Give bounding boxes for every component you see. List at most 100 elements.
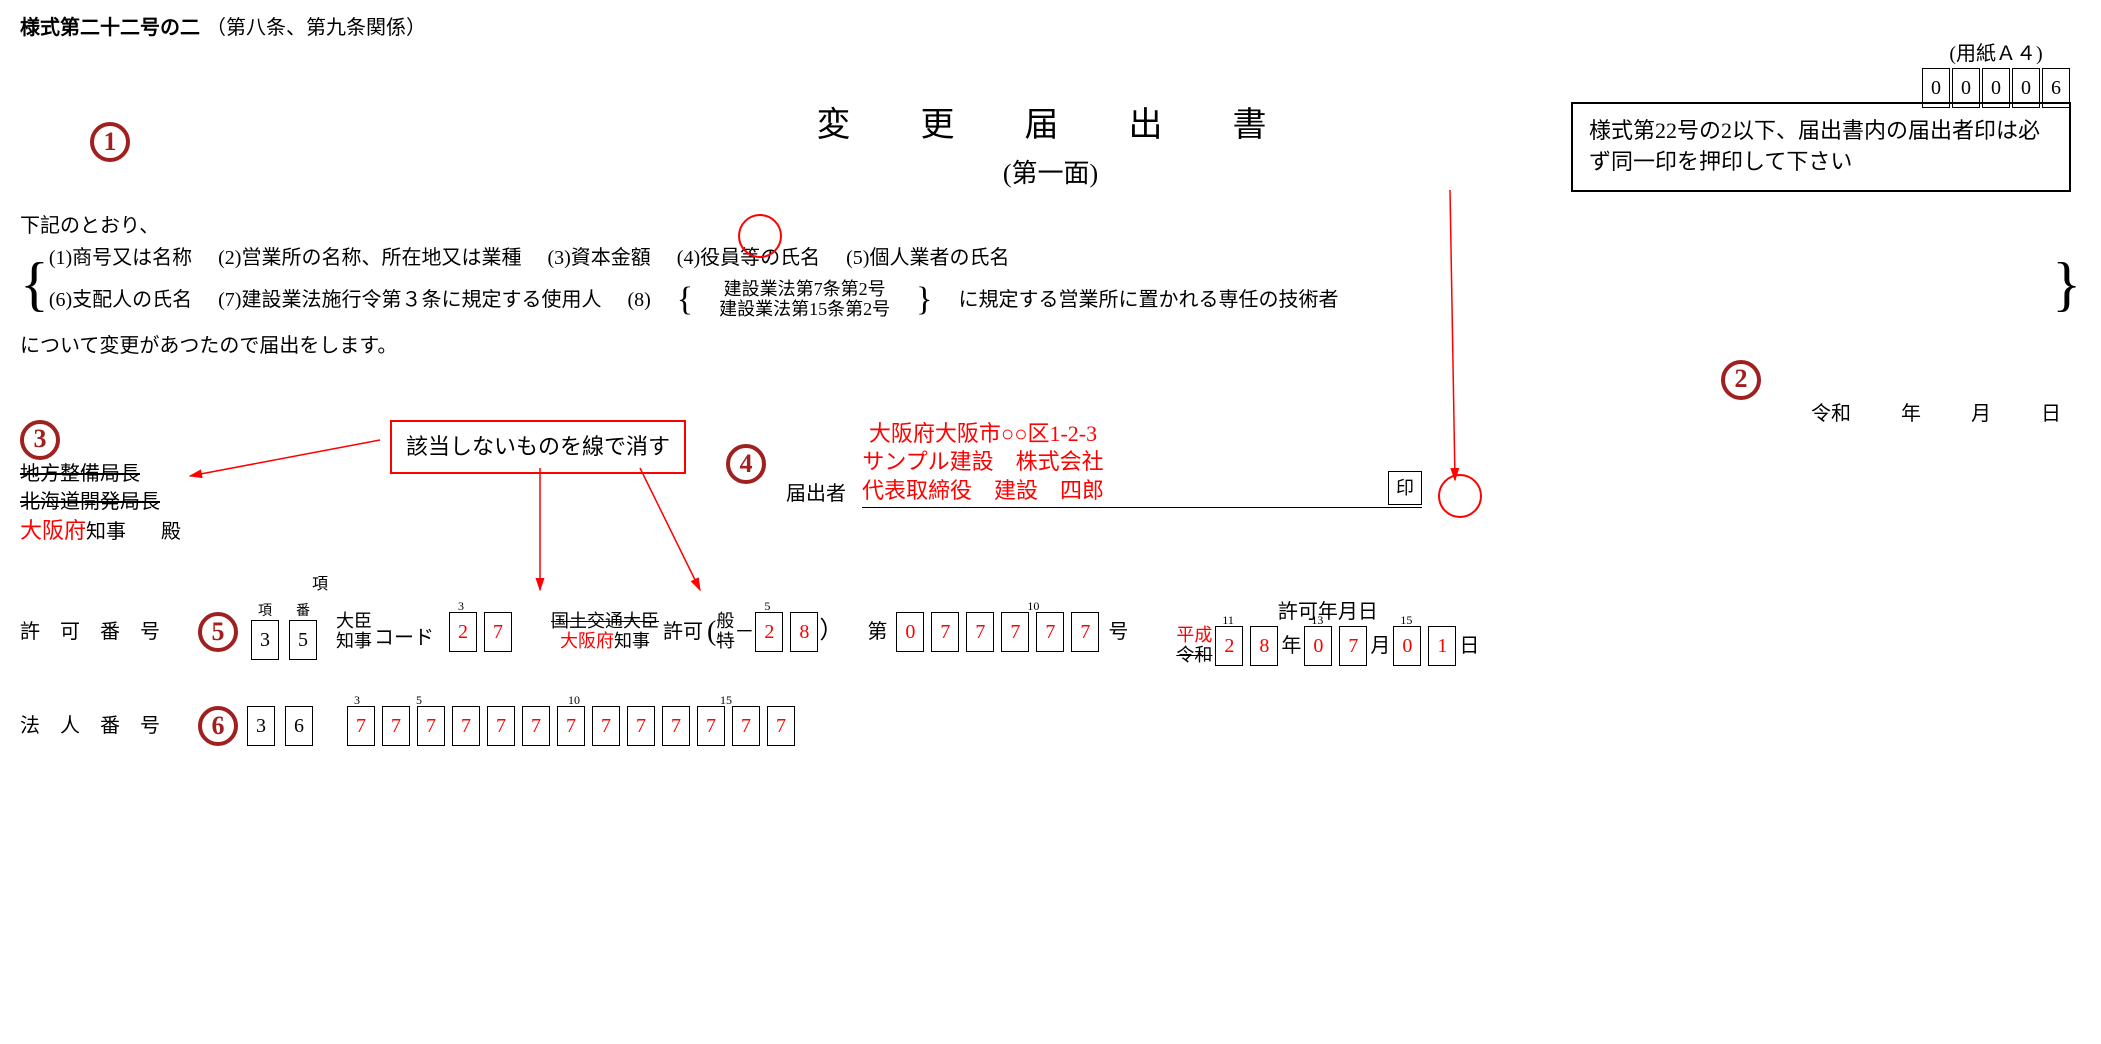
kou-title: 項 bbox=[258, 604, 272, 619]
circle-marker-5: 5 bbox=[198, 612, 238, 652]
date-mm-box: 7 bbox=[1339, 626, 1367, 666]
governor-text: 知事 bbox=[614, 631, 650, 651]
month-char: 月 bbox=[1370, 632, 1390, 660]
permit-date-label: 許可年月日 bbox=[1278, 598, 1378, 626]
era-reiwa: 令和 bbox=[1176, 646, 1212, 666]
permit-number-label: 許 可 番 号 bbox=[20, 618, 190, 646]
strikeout-note: 該当しないものを線で消す bbox=[390, 420, 686, 475]
form-header-row: 様式第二十二号の二 （第八条、第九条関係） bbox=[20, 14, 2081, 42]
ban-box: 5 bbox=[289, 620, 317, 660]
code-box: 7 bbox=[484, 612, 512, 652]
corp-kou-box: 3 bbox=[247, 706, 275, 746]
day-char: 日 bbox=[1459, 632, 1479, 660]
type-box: 8 bbox=[790, 612, 818, 652]
item-8-line2: 建設業法第15条第2号 bbox=[719, 300, 890, 320]
tick-13: 13 bbox=[1311, 612, 1323, 629]
corp-num-box: 7 bbox=[767, 706, 795, 746]
paper-size-block: (用紙Ａ４) 0 0 0 0 6 bbox=[1921, 40, 2071, 108]
form-number: 様式第二十二号の二 bbox=[20, 14, 200, 42]
corp-number-label: 法 人 番 号 bbox=[20, 712, 190, 740]
tick-c3: 3 bbox=[354, 692, 360, 709]
paren-close: ） bbox=[819, 615, 843, 649]
prefecture-red: 大阪府 bbox=[560, 631, 614, 651]
item-8-line1: 建設業法第7条第2号 bbox=[724, 280, 886, 300]
tick-c15: 15 bbox=[720, 692, 732, 709]
item-6: (6)支配人の氏名 bbox=[49, 286, 192, 314]
addressee-governor: 知事 bbox=[86, 521, 126, 543]
seal-note-box: 様式第22号の2以下、届出書内の届出者印は必ず同一印を押印して下さい bbox=[1571, 102, 2071, 192]
tick-5: 5 bbox=[764, 598, 770, 615]
corp-num-box: 7 bbox=[592, 706, 620, 746]
corp-num-box: 7 bbox=[347, 706, 375, 746]
permit-num-box: 0 bbox=[896, 612, 924, 652]
circle-marker-2: 2 bbox=[1721, 360, 1761, 400]
item-4: (4)役員等の氏名 bbox=[677, 244, 820, 272]
permit-num-box: 7 bbox=[966, 612, 994, 652]
kou-label: 項 bbox=[312, 576, 328, 594]
type-box: 2 bbox=[755, 612, 783, 652]
addressee-prefecture: 大阪府 bbox=[20, 518, 86, 543]
circle-marker-1: 1 bbox=[90, 122, 130, 162]
governor-label: 知事 bbox=[336, 632, 372, 652]
date-day-char: 日 bbox=[2041, 400, 2061, 428]
permit-num-box: 7 bbox=[1071, 612, 1099, 652]
date-mm-box: 0 bbox=[1304, 626, 1332, 666]
corp-num-box: 7 bbox=[557, 706, 585, 746]
permit-word: 許可 bbox=[663, 618, 703, 646]
item-1: (1)商号又は名称 bbox=[49, 244, 192, 272]
tick-c10: 10 bbox=[568, 692, 580, 709]
item-8-prefix: (8) bbox=[627, 286, 650, 314]
corp-num-box: 7 bbox=[662, 706, 690, 746]
corp-num-box: 7 bbox=[522, 706, 550, 746]
tick-c5: 5 bbox=[416, 692, 422, 709]
tick-15: 15 bbox=[1400, 612, 1412, 629]
code-box: 2 bbox=[449, 612, 477, 652]
applicant-title-name: 代表取締役 建設 四郎 bbox=[862, 477, 1104, 506]
item-7: (7)建設業法施行令第３条に規定する使用人 bbox=[218, 286, 601, 314]
circle-marker-3: 3 bbox=[20, 420, 60, 460]
han-label: 般 bbox=[716, 612, 734, 632]
addressee-honorific: 殿 bbox=[161, 521, 181, 543]
corp-num-box: 7 bbox=[452, 706, 480, 746]
corp-num-box: 7 bbox=[627, 706, 655, 746]
kou-box: 3 bbox=[251, 620, 279, 660]
preamble: 下記のとおり、 bbox=[20, 212, 2081, 240]
applicant-company: サンプル建設 株式会社 bbox=[862, 448, 1104, 477]
corp-num-box: 7 bbox=[487, 706, 515, 746]
item-2: (2)営業所の名称、所在地又は業種 bbox=[218, 244, 521, 272]
paper-label: (用紙Ａ４) bbox=[1921, 40, 2071, 68]
ministry-strike: 国土交通大臣 bbox=[551, 612, 659, 632]
circle-marker-6: 6 bbox=[198, 706, 238, 746]
dai-char: 第 bbox=[867, 618, 887, 646]
ban-title: 番 bbox=[296, 604, 310, 619]
addressee-line2: 北海道開発局長 bbox=[20, 488, 220, 516]
year-char: 年 bbox=[1281, 632, 1301, 660]
date-dd-box: 1 bbox=[1428, 626, 1456, 666]
corp-num-box: 7 bbox=[732, 706, 760, 746]
seal-mark: 印 bbox=[1388, 471, 1422, 505]
item-3: (3)資本金額 bbox=[547, 244, 650, 272]
date-month-char: 月 bbox=[1971, 400, 1991, 428]
corp-num-box: 7 bbox=[382, 706, 410, 746]
toku-label: 特 bbox=[716, 632, 734, 652]
right-brace: } bbox=[2052, 254, 2081, 314]
tick-10: 10 bbox=[1027, 598, 1039, 615]
item-5: (5)個人業者の氏名 bbox=[846, 244, 1009, 272]
conclusion-text: について変更があつたので届出をします。 bbox=[20, 332, 2081, 360]
form-number-paren: （第八条、第九条関係） bbox=[206, 14, 426, 42]
corp-num-box: 7 bbox=[417, 706, 445, 746]
tick-11: 11 bbox=[1222, 612, 1234, 629]
gou-char: 号 bbox=[1108, 618, 1128, 646]
item-8-suffix: に規定する営業所に置かれる専任の技術者 bbox=[958, 286, 1338, 314]
date-era: 令和 bbox=[1811, 400, 1851, 428]
permit-num-box: 7 bbox=[1001, 612, 1029, 652]
addressee-line1: 地方整備局長 bbox=[20, 460, 220, 488]
permit-num-box: 7 bbox=[1036, 612, 1064, 652]
date-dd-box: 0 bbox=[1393, 626, 1421, 666]
applicant-label: 届出者 bbox=[786, 480, 846, 508]
tick-3: 3 bbox=[458, 598, 464, 615]
corp-ban-box: 6 bbox=[285, 706, 313, 746]
date-year-char: 年 bbox=[1901, 400, 1921, 428]
permit-num-box: 7 bbox=[931, 612, 959, 652]
dash: － bbox=[734, 618, 754, 646]
